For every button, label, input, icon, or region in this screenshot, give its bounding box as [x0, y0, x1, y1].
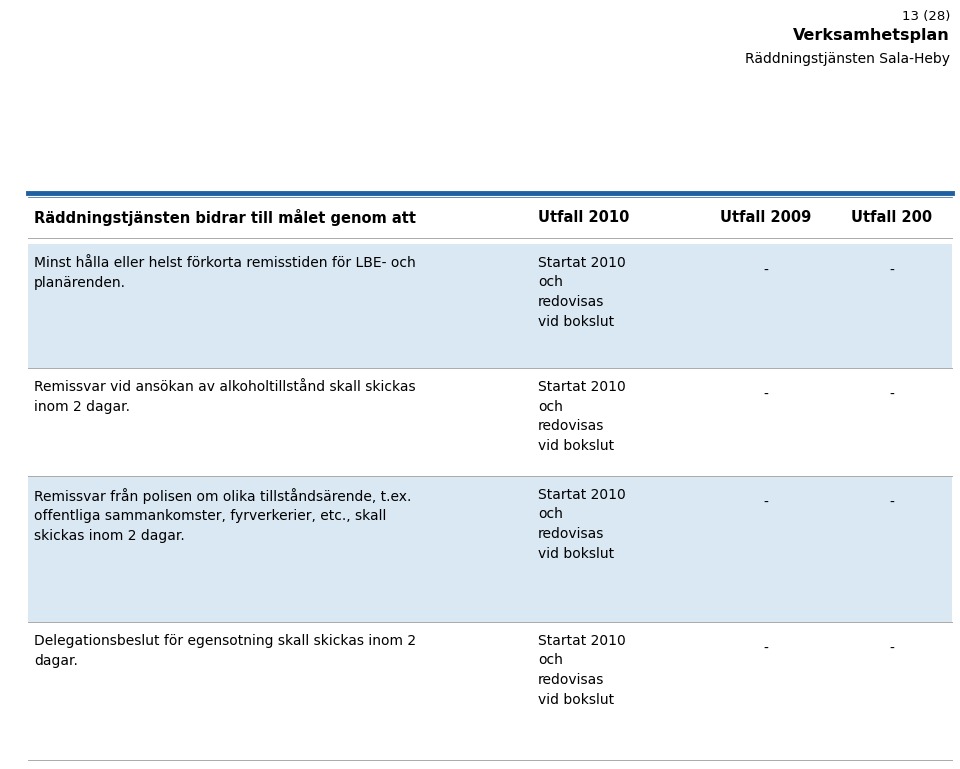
- Text: Delegationsbeslut för egensotning skall skickas inom 2
dagar.: Delegationsbeslut för egensotning skall …: [34, 634, 416, 667]
- Text: Minst hålla eller helst förkorta remisstiden för LBE- och
planärenden.: Minst hålla eller helst förkorta remisst…: [34, 256, 416, 289]
- Text: Räddningstjänsten Sala-Heby: Räddningstjänsten Sala-Heby: [745, 52, 950, 66]
- Text: -: -: [763, 264, 768, 278]
- Text: 13 (28): 13 (28): [901, 10, 950, 23]
- Text: Startat 2010
och
redovisas
vid bokslut: Startat 2010 och redovisas vid bokslut: [538, 634, 626, 707]
- Text: Startat 2010
och
redovisas
vid bokslut: Startat 2010 och redovisas vid bokslut: [538, 488, 626, 561]
- Text: Remissvar från polisen om olika tillståndsärende, t.ex.
offentliga sammankomster: Remissvar från polisen om olika tillstån…: [34, 488, 412, 543]
- Text: -: -: [890, 642, 895, 656]
- Text: Startat 2010
och
redovisas
vid bokslut: Startat 2010 och redovisas vid bokslut: [538, 256, 626, 328]
- Text: -: -: [890, 388, 895, 402]
- Text: Startat 2010
och
redovisas
vid bokslut: Startat 2010 och redovisas vid bokslut: [538, 380, 626, 452]
- Text: -: -: [890, 496, 895, 510]
- Text: Räddningstjänsten bidrar till målet genom att: Räddningstjänsten bidrar till målet geno…: [34, 209, 416, 227]
- Text: -: -: [890, 264, 895, 278]
- Bar: [28, 244, 952, 368]
- Text: Utfall 200: Utfall 200: [852, 211, 932, 225]
- Text: -: -: [763, 388, 768, 402]
- Text: Remissvar vid ansökan av alkoholtillstånd skall skickas
inom 2 dagar.: Remissvar vid ansökan av alkoholtillstån…: [34, 380, 416, 414]
- Text: Utfall 2010: Utfall 2010: [538, 211, 630, 225]
- Text: Utfall 2009: Utfall 2009: [720, 211, 811, 225]
- Text: -: -: [763, 496, 768, 510]
- Text: Verksamhetsplan: Verksamhetsplan: [793, 28, 950, 43]
- Text: -: -: [763, 642, 768, 656]
- Bar: [28, 476, 952, 622]
